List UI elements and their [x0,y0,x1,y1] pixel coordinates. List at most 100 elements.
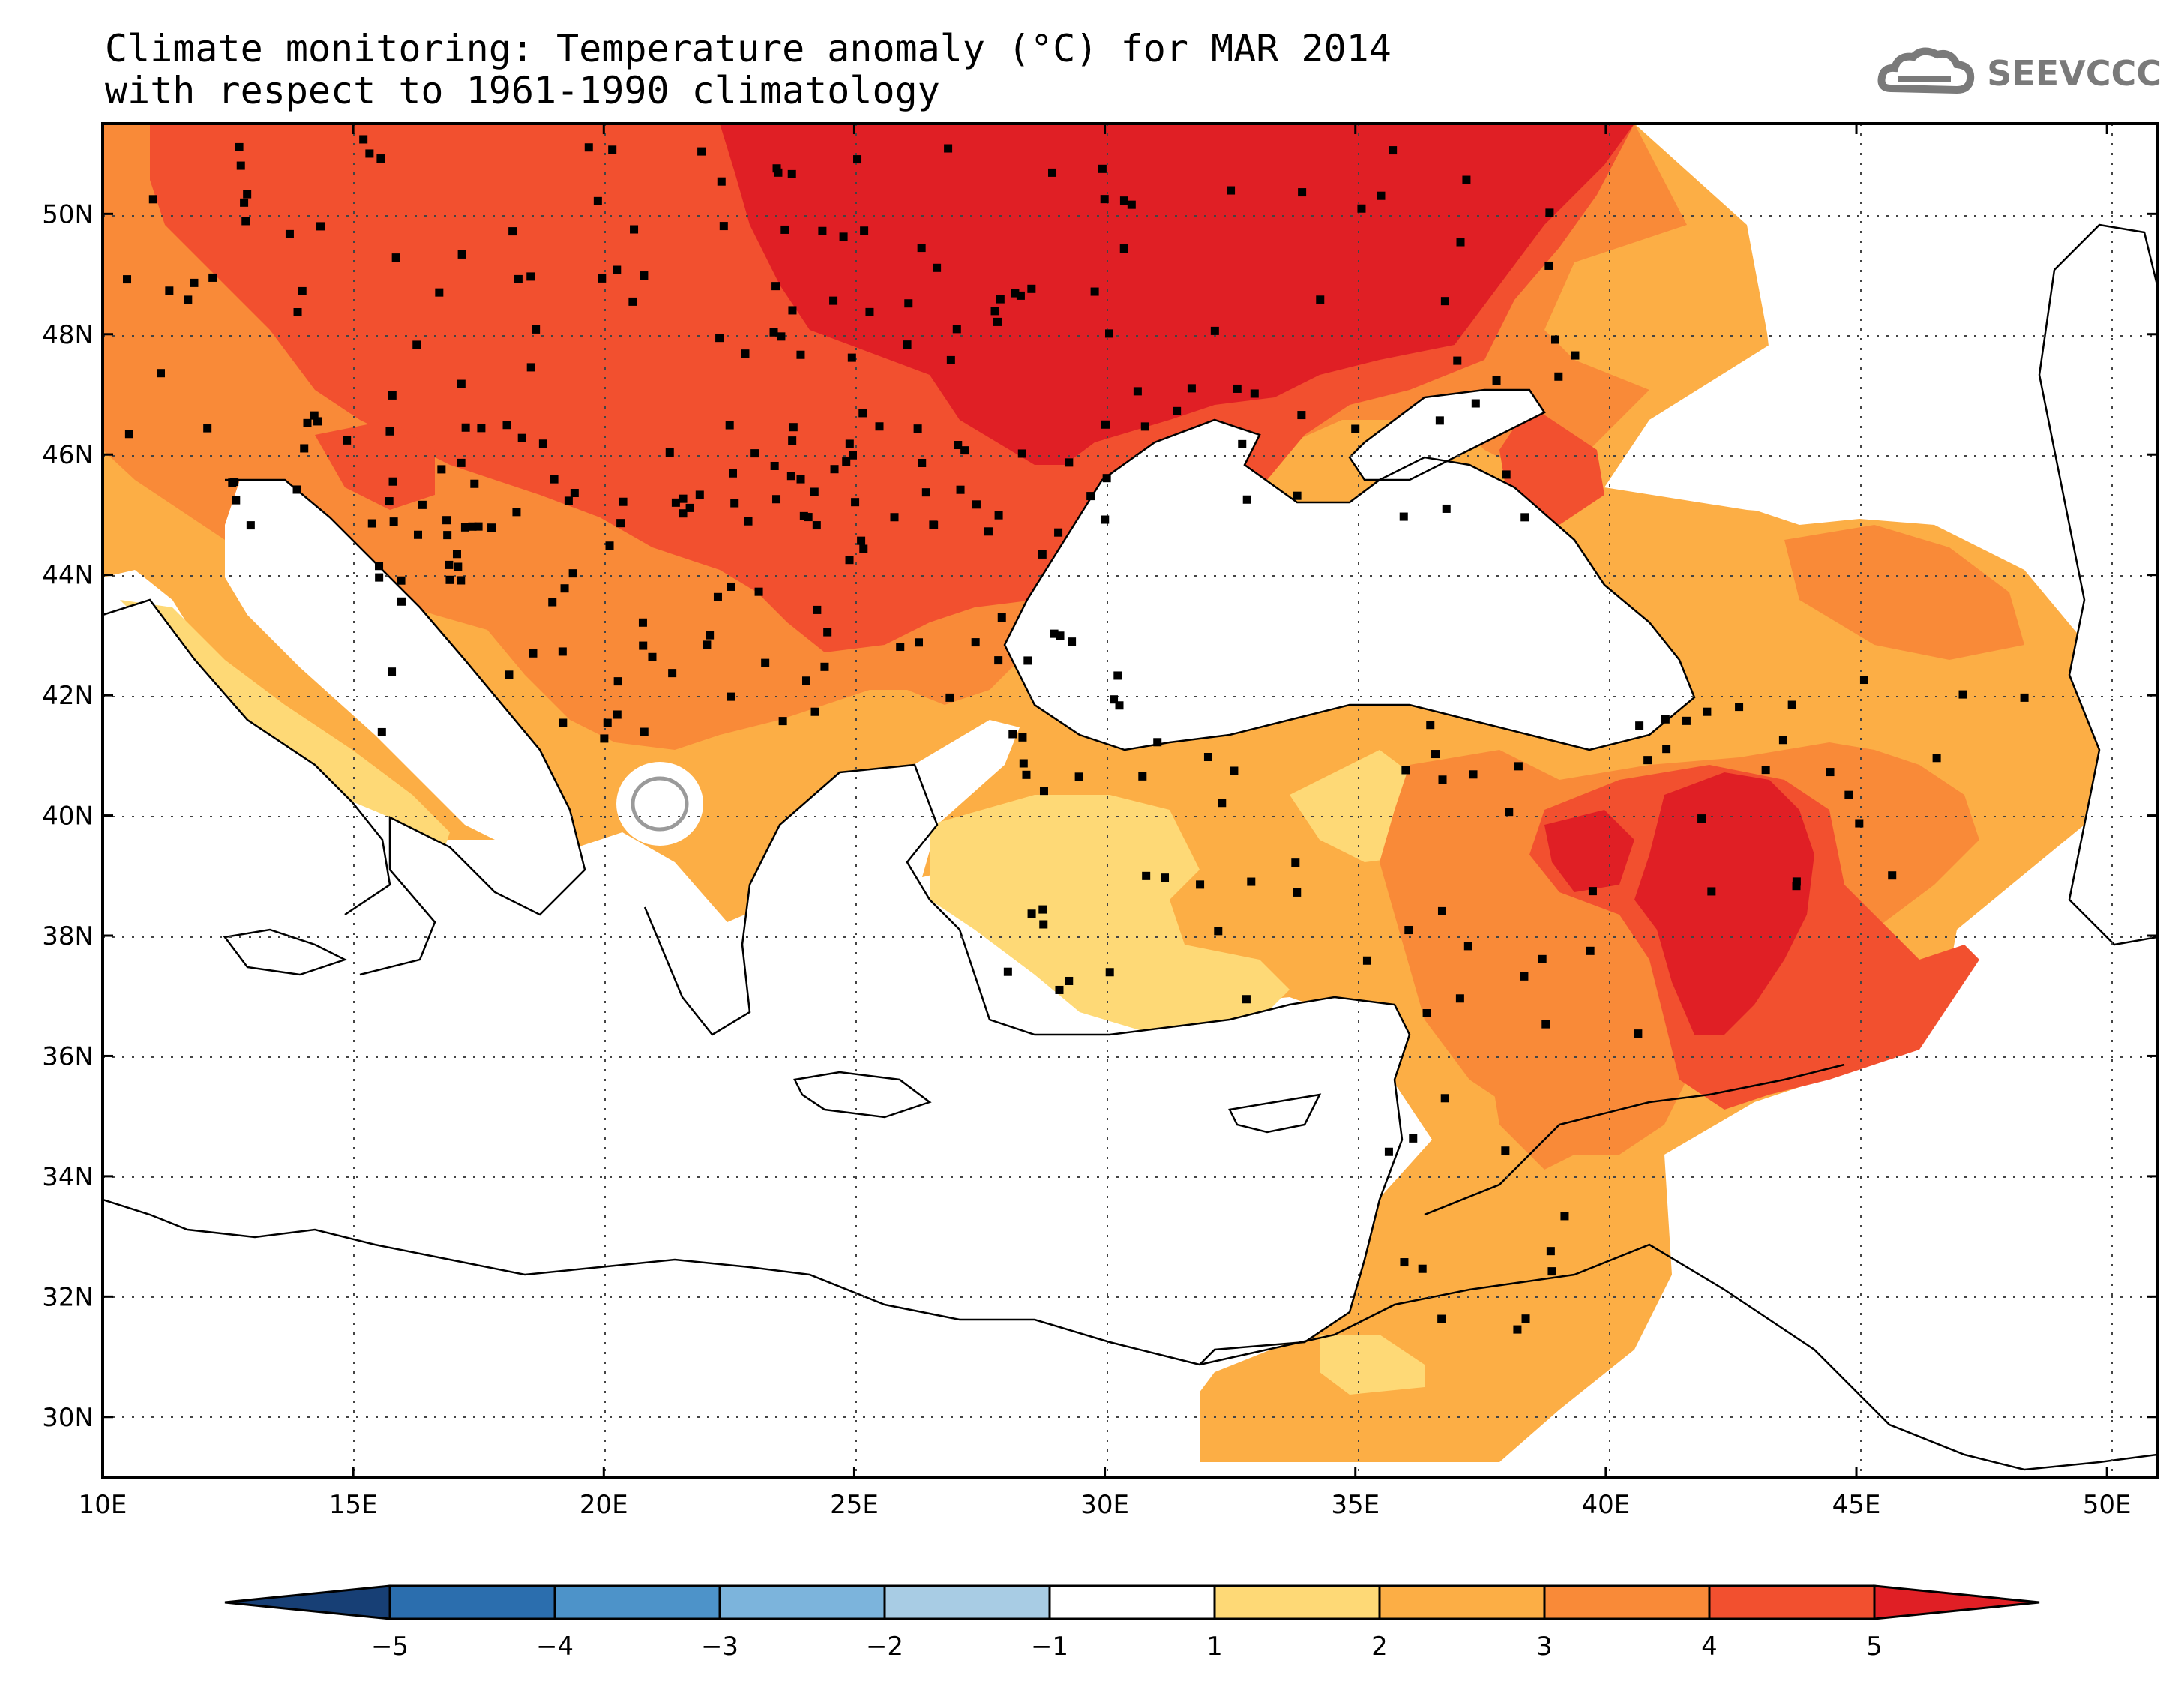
station-marker [859,544,868,553]
station-marker [1634,1029,1643,1038]
station-marker [933,263,942,272]
station-marker [996,295,1005,304]
station-marker [725,421,734,430]
station-marker [461,423,470,432]
colorbar-label: −4 [536,1632,574,1662]
station-marker [730,499,739,508]
station-marker [1888,871,1897,880]
station-marker [376,154,385,163]
station-marker [744,517,753,526]
station-marker [917,244,926,253]
lat-label: 40N [42,802,94,832]
station-marker [1456,238,1465,247]
station-marker [990,307,999,316]
station-marker [638,618,647,627]
station-marker [1110,695,1119,704]
station-marker [741,349,750,358]
station-marker [796,350,805,359]
station-marker [2020,693,2029,702]
station-marker [1142,871,1151,880]
station-marker [728,469,737,478]
station-marker [1153,738,1162,747]
lon-label: 20E [580,1490,628,1520]
station-marker [468,522,477,531]
station-marker [1541,1020,1550,1029]
lat-label: 48N [42,320,94,350]
station-marker [946,355,955,364]
station-marker [1218,799,1227,808]
station-marker [860,226,869,235]
station-marker [310,411,319,420]
station-marker [123,275,132,284]
colorbar: −5 −4 −3 −2 −1 1 2 3 4 5 [224,1584,2040,1662]
station-marker [359,135,368,144]
station-marker [1401,766,1410,775]
station-marker [1238,439,1247,448]
station-marker [208,273,217,282]
station-marker [1027,284,1036,293]
station-marker [300,444,309,453]
station-marker [232,496,241,505]
station-marker [598,274,607,283]
colorbar-label: −2 [866,1632,903,1662]
station-marker [375,573,384,582]
station-marker [303,418,312,427]
station-marker [526,363,535,372]
station-marker [512,508,521,517]
station-marker [157,369,166,378]
station-marker [1203,753,1212,762]
station-marker [1389,146,1398,155]
station-marker [228,478,237,487]
station-marker [558,647,567,656]
lat-label: 38N [42,921,94,951]
station-marker [1635,721,1644,730]
station-marker [1016,291,1025,300]
station-marker [945,693,954,702]
map-frame [101,122,2159,1479]
station-marker [1065,458,1074,467]
station-marker [1586,946,1595,955]
station-marker [787,169,796,178]
station-marker [799,511,808,520]
cloud-icon [1877,47,1975,94]
station-marker [1826,768,1835,777]
station-marker [1357,204,1366,213]
station-marker [1105,968,1114,977]
station-marker [952,325,961,334]
station-marker [203,424,212,433]
station-marker [435,288,444,297]
station-marker [984,527,993,536]
station-marker [713,592,722,601]
station-marker [1761,766,1770,775]
station-marker [842,457,851,466]
station-marker [1161,873,1170,882]
station-marker [865,307,874,316]
station-marker [1422,1008,1431,1017]
colorbar-box [1048,1584,1216,1620]
station-marker [1297,411,1306,420]
station-marker [628,297,637,306]
station-marker [1550,335,1559,344]
colorbar-label: 5 [1866,1632,1883,1662]
station-marker [236,161,245,170]
station-marker [1115,701,1124,710]
station-marker [801,676,810,685]
logo-text: SEEVCCC [1987,53,2162,94]
station-marker [1855,819,1864,828]
colorbar-box [1708,1584,1876,1620]
station-marker [1008,730,1017,739]
station-marker [1409,1134,1418,1143]
colorbar-high-triangle [1873,1584,2040,1620]
station-marker [613,677,622,686]
station-marker [1017,449,1026,458]
station-marker [505,670,514,679]
station-marker [532,325,541,334]
station-marker [671,498,680,507]
station-marker [796,475,805,484]
station-marker [375,562,384,571]
station-marker [761,658,770,667]
station-marker [1101,420,1110,429]
station-marker [240,198,249,207]
station-marker [754,587,763,596]
station-marker [1210,326,1219,335]
